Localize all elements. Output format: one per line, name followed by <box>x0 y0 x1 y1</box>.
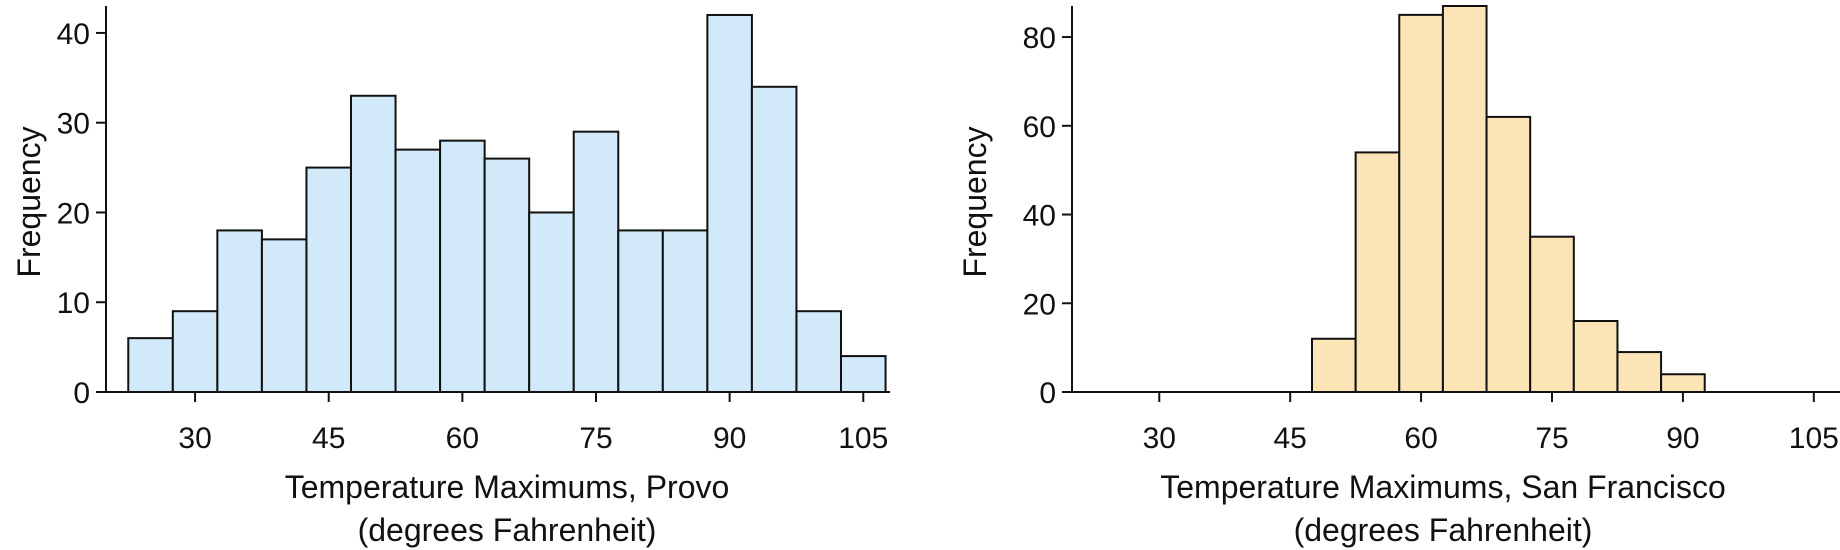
bar-provo-0 <box>127 337 174 393</box>
x-tick-label-provo-2: 60 <box>446 422 479 455</box>
bar-provo-14 <box>750 85 798 393</box>
x-tick-label-provo-3: 75 <box>579 422 612 455</box>
axes-san-francisco: 0 20 40 60 80 30 45 60 75 90 105 <box>1023 6 1840 455</box>
bar-provo-12 <box>661 229 709 393</box>
bar-provo-4 <box>305 166 353 393</box>
y-tick-label-san-francisco-2: 40 <box>1023 200 1056 233</box>
y-tick-label-san-francisco-0: 0 <box>1039 377 1056 410</box>
bars-san-francisco <box>1311 5 1706 394</box>
bar-san-francisco-6 <box>1572 320 1619 394</box>
bar-provo-2 <box>216 229 263 393</box>
x-tick-label-provo-4: 90 <box>713 422 746 455</box>
histogram-provo: 0 10 20 30 40 30 45 60 75 90 105 Frequency Tempera… <box>11 6 890 548</box>
bar-provo-6 <box>394 148 442 393</box>
bar-san-francisco-7 <box>1616 351 1663 394</box>
bar-provo-13 <box>706 13 753 393</box>
bar-provo-5 <box>350 94 397 393</box>
bar-provo-11 <box>617 229 664 393</box>
y-axis-title-san-francisco: Frequency <box>957 126 993 277</box>
bar-provo-10 <box>572 130 620 394</box>
y-tick-label-san-francisco-3: 60 <box>1023 111 1056 144</box>
y-tick-label-provo-4: 40 <box>57 18 90 51</box>
bar-san-francisco-8 <box>1660 373 1706 393</box>
bar-san-francisco-1 <box>1354 151 1401 393</box>
bar-provo-3 <box>260 238 308 393</box>
x-tick-label-san-francisco-2: 60 <box>1404 422 1437 455</box>
x-tick-label-san-francisco-1: 45 <box>1273 422 1306 455</box>
bar-provo-16 <box>840 355 887 393</box>
bar-san-francisco-4 <box>1485 115 1532 394</box>
bar-provo-7 <box>439 139 486 393</box>
x-tick-label-provo-5: 105 <box>838 422 888 455</box>
bar-provo-1 <box>171 310 219 393</box>
x-tick-label-san-francisco-4: 90 <box>1666 422 1699 455</box>
bar-provo-15 <box>795 310 842 393</box>
y-tick-label-provo-0: 0 <box>73 377 90 410</box>
y-tick-label-san-francisco-4: 80 <box>1023 22 1056 55</box>
bar-san-francisco-0 <box>1311 337 1357 393</box>
axes-provo: 0 10 20 30 40 30 45 60 75 90 105 <box>57 6 890 455</box>
x-tick-label-san-francisco-5: 105 <box>1789 422 1839 455</box>
bar-provo-8 <box>483 157 531 393</box>
y-tick-label-san-francisco-1: 20 <box>1023 288 1056 321</box>
histogram-san-francisco: 0 20 40 60 80 30 45 60 75 90 105 Frequency Tempera… <box>957 5 1840 548</box>
x-axis-subtitle-san-francisco: (degrees Fahrenheit) <box>1294 512 1593 548</box>
y-tick-label-provo-1: 10 <box>57 287 90 320</box>
bar-san-francisco-2 <box>1398 13 1444 393</box>
x-tick-label-provo-0: 30 <box>178 422 211 455</box>
y-tick-label-provo-3: 30 <box>57 108 90 141</box>
bar-san-francisco-5 <box>1529 235 1575 393</box>
y-tick-label-provo-2: 20 <box>57 197 90 230</box>
x-axis-subtitle-provo: (degrees Fahrenheit) <box>358 512 657 548</box>
x-tick-label-san-francisco-3: 75 <box>1535 422 1568 455</box>
y-axis-title-provo: Frequency <box>11 126 47 277</box>
bar-san-francisco-3 <box>1441 5 1488 393</box>
bars-provo <box>127 13 887 394</box>
x-tick-label-provo-1: 45 <box>312 422 345 455</box>
bar-provo-9 <box>528 211 575 393</box>
x-axis-title-san-francisco: Temperature Maximums, San Francisco <box>1160 469 1726 505</box>
x-axis-title-provo: Temperature Maximums, Provo <box>285 469 730 505</box>
x-tick-label-san-francisco-0: 30 <box>1143 422 1176 455</box>
